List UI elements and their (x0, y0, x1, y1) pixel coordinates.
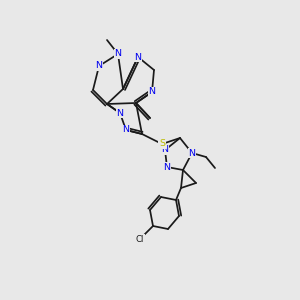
Text: N: N (116, 109, 124, 118)
Text: N: N (161, 146, 169, 154)
Text: N: N (148, 88, 155, 97)
Text: Cl: Cl (136, 235, 144, 244)
Text: N: N (188, 148, 196, 158)
Text: N: N (134, 52, 142, 62)
Text: N: N (164, 163, 170, 172)
Text: N: N (95, 61, 103, 70)
Text: N: N (122, 125, 130, 134)
Text: S: S (159, 140, 165, 148)
Text: N: N (115, 50, 122, 58)
